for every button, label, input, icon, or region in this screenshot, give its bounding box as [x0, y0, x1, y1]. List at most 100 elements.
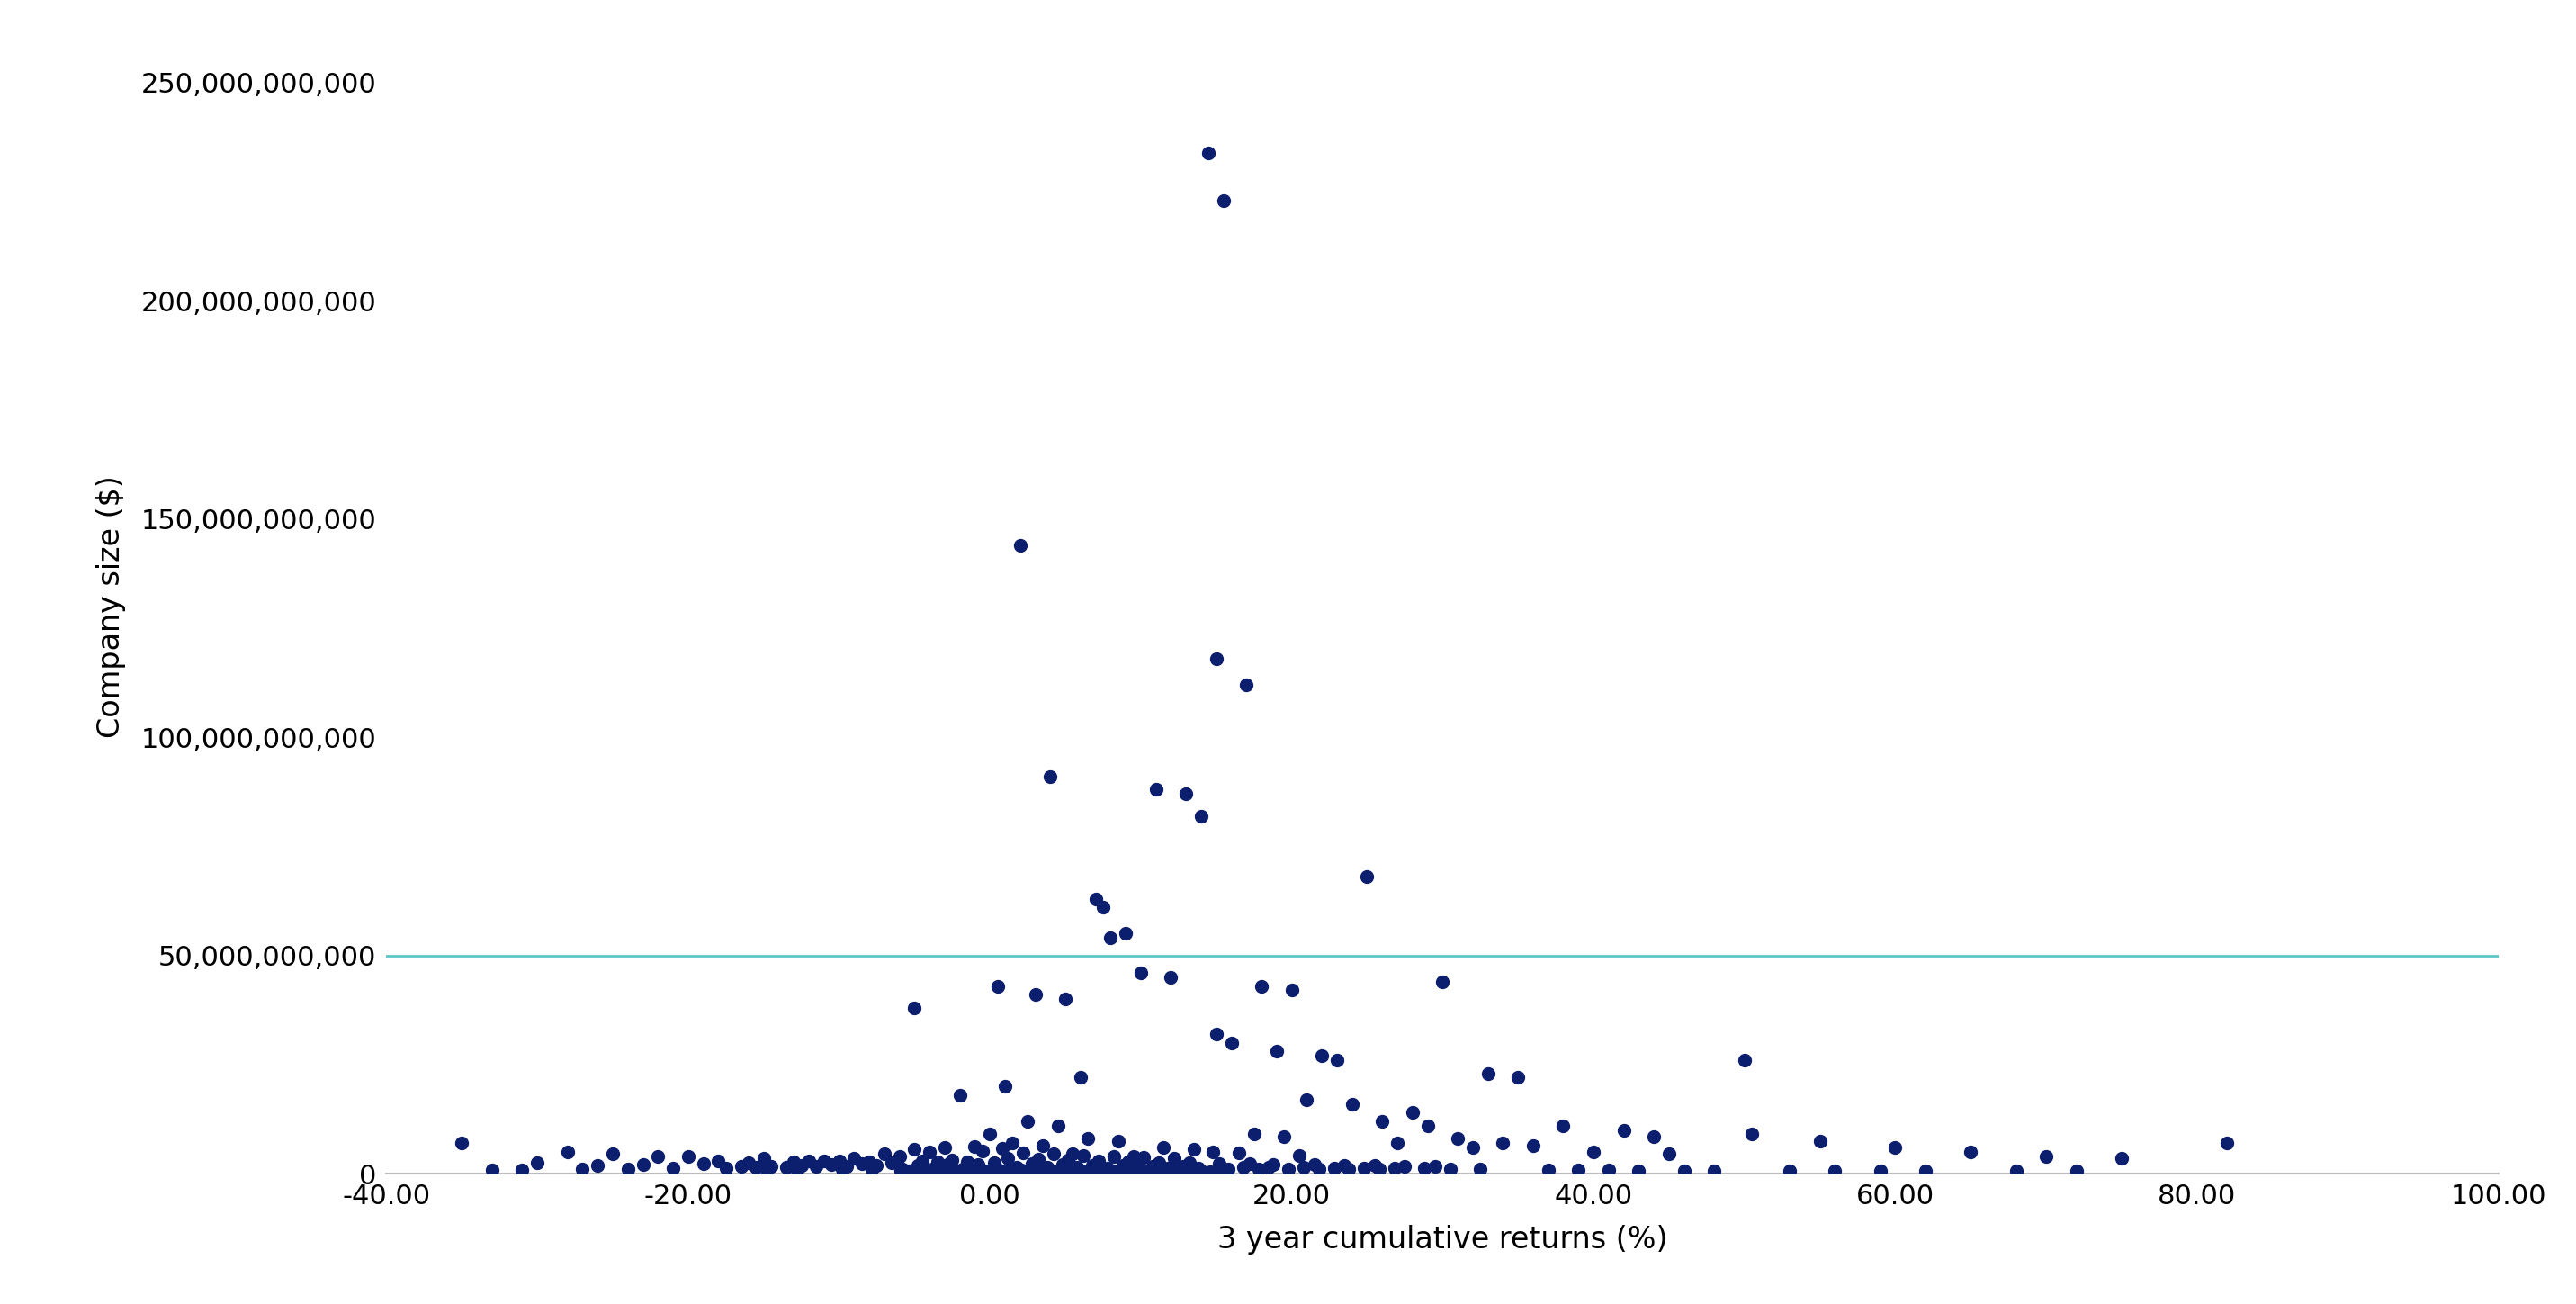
Point — [2025, 1146, 2066, 1167]
Point — [848, 1151, 889, 1172]
Point — [969, 1124, 1010, 1145]
Point — [1404, 1158, 1445, 1179]
Point — [976, 975, 1018, 996]
Point — [984, 1076, 1025, 1097]
Point — [992, 1133, 1033, 1154]
Point — [1453, 1137, 1494, 1158]
Point — [1046, 1161, 1087, 1181]
Point — [1159, 1161, 1200, 1181]
Point — [804, 1150, 845, 1171]
Point — [1193, 1141, 1234, 1162]
Point — [1033, 1144, 1074, 1164]
Point — [840, 1154, 881, 1175]
Point — [953, 1136, 994, 1157]
Point — [636, 1146, 677, 1167]
Point — [966, 1161, 1007, 1181]
Point — [943, 1158, 984, 1179]
Point — [1770, 1161, 1811, 1181]
Point — [1528, 1159, 1569, 1180]
Point — [927, 1154, 969, 1175]
Point — [1430, 1158, 1471, 1179]
Point — [1633, 1127, 1674, 1148]
Point — [987, 1159, 1028, 1180]
Point — [1082, 897, 1123, 918]
Point — [1904, 1161, 1945, 1181]
Point — [1345, 1158, 1386, 1179]
Point — [855, 1155, 896, 1176]
Point — [2056, 1161, 2097, 1181]
Point — [765, 1157, 806, 1178]
Point — [1211, 1033, 1252, 1054]
Point — [1208, 1158, 1249, 1179]
Point — [827, 1155, 868, 1176]
Point — [518, 1153, 559, 1174]
Point — [925, 1161, 966, 1181]
Point — [1115, 1161, 1157, 1181]
Point — [706, 1157, 747, 1178]
Point — [889, 1161, 930, 1181]
Point — [1355, 1155, 1396, 1176]
Point — [1097, 1131, 1139, 1151]
Point — [1422, 971, 1463, 992]
Point — [1481, 1133, 1522, 1154]
Point — [667, 1146, 708, 1167]
Point — [835, 1148, 876, 1168]
Point — [1731, 1124, 1772, 1145]
Point — [971, 1159, 1012, 1180]
Point — [1383, 1155, 1425, 1176]
Point — [742, 1148, 783, 1168]
Point — [546, 1141, 587, 1162]
Point — [1414, 1157, 1455, 1178]
Point — [1391, 1102, 1432, 1123]
Point — [1151, 1161, 1193, 1181]
Point — [1373, 1158, 1414, 1179]
Point — [502, 1159, 544, 1180]
Point — [1077, 1161, 1118, 1181]
Point — [683, 1154, 724, 1175]
Point — [775, 1159, 817, 1180]
Point — [1048, 1150, 1090, 1171]
Point — [1066, 1128, 1108, 1149]
Point — [1437, 1128, 1479, 1149]
Point — [1054, 1161, 1095, 1181]
Point — [1723, 1050, 1765, 1071]
Point — [987, 1148, 1028, 1168]
Point — [1996, 1161, 2038, 1181]
Point — [1283, 1157, 1324, 1178]
Point — [933, 1161, 974, 1181]
Point — [1860, 1161, 1901, 1181]
Point — [1249, 1157, 1291, 1178]
Point — [1018, 1149, 1059, 1170]
Point — [1587, 1159, 1628, 1180]
Point — [1875, 1137, 1917, 1158]
Point — [1175, 1161, 1216, 1181]
Point — [981, 1138, 1023, 1159]
Point — [974, 1153, 1015, 1174]
Point — [1077, 1150, 1118, 1171]
Point — [1316, 1050, 1358, 1071]
Point — [1814, 1161, 1855, 1181]
Point — [1015, 985, 1056, 1005]
Point — [1363, 1111, 1404, 1132]
Point — [1108, 1151, 1149, 1172]
Point — [933, 1149, 974, 1170]
Point — [1347, 866, 1388, 887]
Point — [822, 1159, 863, 1180]
Point — [1059, 1067, 1100, 1088]
Point — [747, 1159, 788, 1180]
Point — [1002, 1159, 1043, 1180]
Point — [1051, 1144, 1092, 1164]
Point — [925, 1137, 966, 1158]
Point — [440, 1133, 482, 1154]
Point — [1293, 1154, 1334, 1175]
Point — [1151, 966, 1193, 987]
Point — [1023, 1134, 1064, 1155]
Point — [471, 1159, 513, 1180]
Point — [871, 1153, 912, 1174]
Y-axis label: Company size ($): Company size ($) — [95, 475, 126, 738]
Point — [1574, 1141, 1615, 1162]
Point — [881, 1161, 922, 1181]
Point — [1324, 1155, 1365, 1176]
Point — [994, 1159, 1036, 1180]
Point — [1087, 1157, 1128, 1178]
